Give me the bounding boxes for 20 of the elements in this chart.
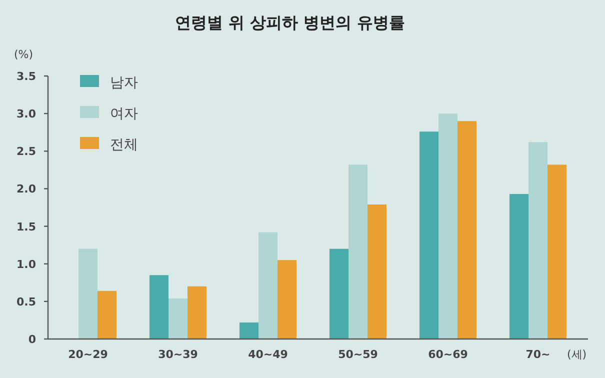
x-axis-title: (세) bbox=[567, 348, 587, 361]
y-tick-label: 1.0 bbox=[16, 258, 36, 271]
y-tick-label: 2.0 bbox=[16, 182, 36, 196]
legend-label: 전체 bbox=[110, 137, 138, 153]
x-tick-label: 20~29 bbox=[68, 348, 108, 361]
y-tick-label: 3.0 bbox=[16, 108, 36, 121]
x-tick-label: 30~39 bbox=[158, 348, 198, 361]
x-tick-label: 40~49 bbox=[248, 348, 288, 361]
y-tick-label: 0.5 bbox=[16, 295, 36, 308]
x-tick-label: 70~ bbox=[526, 348, 550, 361]
x-tick-label: 50~59 bbox=[338, 348, 378, 361]
legend-label: 남자 bbox=[110, 75, 138, 91]
y-axis-title: (%) bbox=[14, 48, 34, 61]
y-tick-label: 1.5 bbox=[16, 220, 36, 234]
x-tick-label: 60~69 bbox=[428, 348, 468, 361]
legend-label: 여자 bbox=[110, 106, 138, 122]
y-tick-label: 0 bbox=[28, 333, 36, 346]
chart-title: 연령별 위 상피하 병변의 유병률 bbox=[174, 13, 406, 32]
y-tick-label: 3.5 bbox=[16, 70, 36, 83]
y-tick-label: 2.5 bbox=[16, 145, 36, 158]
